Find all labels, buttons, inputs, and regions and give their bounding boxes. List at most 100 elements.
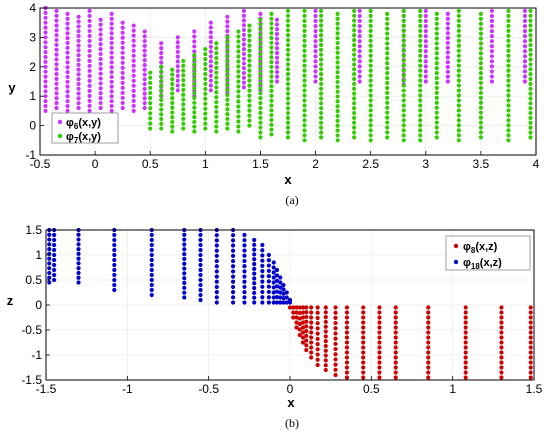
panel-b-series-0-point — [323, 315, 328, 320]
panel-a-series-1-point — [478, 16, 483, 21]
panel-a-series-0-point — [54, 42, 59, 47]
panel-b-series-0-point — [528, 325, 533, 330]
panel-a-points — [43, 5, 533, 143]
panel-b-series-0-point — [393, 305, 398, 310]
panel-a-series-0-point — [142, 81, 147, 87]
panel-b-series-1-point — [112, 247, 117, 253]
panel-a-series-1-point — [528, 67, 533, 72]
panel-a-series-1-point — [528, 106, 533, 111]
panel-b-series-0-point — [463, 375, 468, 380]
panel-a-series-1-point — [335, 94, 340, 99]
panel-a-legend: φ6(x,y) φ7(x,y) — [51, 112, 119, 145]
panel-a-series-0-point — [142, 58, 147, 63]
panel-a-series-1-point — [203, 81, 208, 86]
panel-b-series-0-point — [426, 345, 431, 350]
panel-a-series-1-point — [385, 120, 390, 125]
panel-b-series-1-point — [230, 243, 236, 248]
panel-a-series-0-point — [109, 99, 114, 104]
panel-a-series-1-point — [418, 63, 423, 68]
panel-b-x-tick-label: -1.5 — [36, 382, 57, 396]
panel-b-series-0-point — [499, 310, 504, 315]
panel-b-x-tick-label: -1 — [122, 382, 133, 396]
panel-a-series-0-point — [313, 39, 318, 44]
panel-b-series-0-point — [323, 339, 328, 344]
legend-label-phi6: φ6(x,y) — [66, 117, 101, 131]
panel-b-series-0-point — [333, 357, 338, 362]
panel-b-series-0-point — [393, 335, 398, 340]
panel-a-series-1-point — [214, 75, 219, 80]
panel-a-series-1-point — [225, 68, 230, 74]
panel-b-series-1-point — [242, 238, 247, 243]
panel-b-series-0-point — [499, 345, 504, 350]
panel-a-series-1-point — [181, 73, 186, 78]
panel-a-series-1-point — [302, 68, 307, 73]
panel-a-series-0-point — [54, 47, 59, 52]
panel-a-series-1-point — [258, 42, 263, 47]
panel-a-series-1-point — [352, 72, 357, 77]
panel-b-y-tick-label: -1.5 — [21, 373, 42, 387]
panel-a-series-1-point — [335, 65, 340, 70]
panel-a-series-1-point — [192, 95, 197, 101]
panel-b-series-1-point — [112, 277, 117, 283]
panel-a-series-0-point — [159, 60, 164, 65]
panel-a-series-0-point — [109, 84, 114, 89]
panel-a-series-1-point — [528, 125, 533, 130]
panel-a-series-0-point — [43, 99, 48, 104]
panel-a-series-1-point — [258, 130, 263, 135]
panel-b-series-1-point — [266, 279, 271, 284]
panel-b-series-1-point — [182, 266, 187, 271]
panel-a-series-1-point — [335, 84, 340, 89]
panel-b-series-0-point — [499, 350, 504, 355]
panel-b-series-1-point — [149, 272, 154, 278]
panel-a-series-0-point — [131, 28, 136, 33]
panel-a-series-0-point — [225, 19, 230, 24]
panel-a-series-1-point — [247, 28, 252, 33]
panel-b-series-1-point — [252, 276, 257, 281]
panel-a-series-0-point — [120, 85, 125, 90]
panel-a-series-1-point — [385, 31, 390, 36]
panel-a-series-1-point — [506, 43, 511, 48]
panel-a-series-0-point — [43, 54, 48, 60]
panel-b-series-0-point — [309, 345, 314, 350]
panel-b-series-0-point — [315, 305, 320, 310]
panel-a-series-1-point — [258, 100, 263, 106]
panel-a-series-0-point — [76, 19, 81, 24]
panel-a-series-1-point — [225, 73, 230, 78]
panel-b-series-1-point — [112, 282, 117, 288]
panel-b-series-1-point — [182, 256, 187, 262]
panel-a-series-1-point — [247, 73, 252, 78]
panel-a-series-1-point — [225, 112, 230, 117]
panel-a-series-1-point — [418, 98, 423, 103]
panel-a-series-0-point — [76, 81, 81, 87]
panel-b-series-0-point — [528, 335, 533, 340]
panel-a-series-1-point — [236, 84, 241, 89]
panel-b-series-1-point — [252, 290, 257, 295]
panel-a-series-1-point — [401, 13, 406, 19]
panel-a-series-1-point — [456, 23, 461, 28]
panel-a-series-1-point — [285, 86, 291, 91]
panel-a-series-1-point — [181, 107, 186, 112]
panel-b-series-1-point — [284, 290, 289, 295]
panel-a-legend-box — [51, 112, 119, 144]
panel-a-series-0-point — [357, 54, 362, 59]
panel-a-series-1-point — [236, 34, 241, 39]
panel-a-series-1-point — [159, 126, 164, 131]
panel-a-x-label: x — [284, 172, 292, 187]
panel-a-series-1-point — [368, 23, 373, 28]
panel-a-series-1-point — [368, 128, 373, 133]
panel-b-series-0-point — [361, 305, 366, 310]
panel-a-series-1-point — [456, 138, 461, 143]
panel-a-series-0-point — [274, 55, 280, 60]
panel-a-series-0-point — [208, 73, 213, 78]
panel-a-series-1-point — [148, 101, 153, 106]
panel-b-series-0-point — [463, 320, 468, 325]
panel-b-series-1-point — [198, 292, 203, 298]
panel-b-x-tick-label: 0 — [287, 382, 294, 396]
panel-a-series-0-point — [522, 74, 528, 79]
panel-b-series-1-point — [47, 256, 52, 261]
panel-a-series-0-point — [76, 33, 81, 39]
panel-a-series-0-point — [98, 81, 103, 86]
panel-b-series-0-point — [361, 355, 366, 360]
panel-a-series-0-point — [65, 84, 70, 89]
